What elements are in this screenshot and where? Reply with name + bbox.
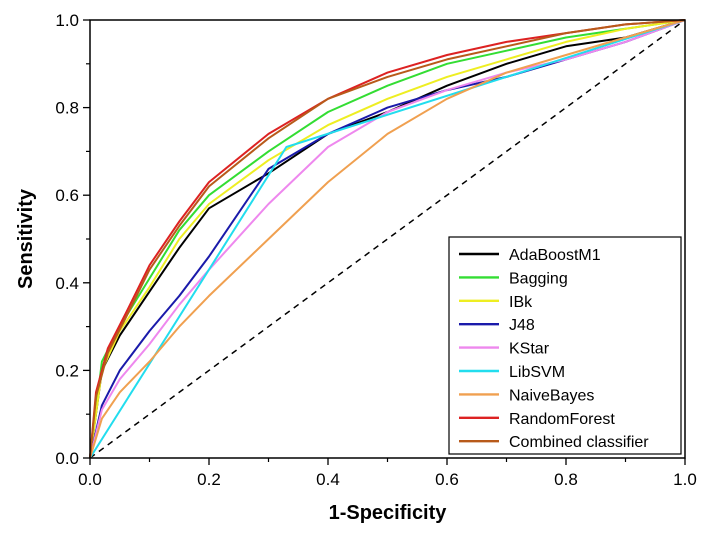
x-tick-label: 1.0 bbox=[673, 470, 697, 489]
legend: AdaBoostM1 Bagging IBk J48 KStar LibSVM NaiveB… bbox=[448, 236, 682, 455]
y-tick-label: 0.8 bbox=[55, 99, 79, 118]
legend-label-naivebayes: NaiveBayes bbox=[509, 387, 594, 404]
legend-label-combined-classifier: Combined classifier bbox=[509, 434, 649, 451]
y-axis-title: Sensitivity bbox=[15, 188, 37, 289]
legend-label-kstar: KStar bbox=[509, 341, 550, 358]
y-tick-label: 1.0 bbox=[55, 11, 79, 30]
y-tick-label: 0.6 bbox=[55, 186, 79, 205]
y-tick-label: 0.0 bbox=[55, 449, 79, 468]
x-tick-label: 0.2 bbox=[197, 470, 221, 489]
y-tick-label: 0.4 bbox=[55, 274, 79, 293]
legend-label-libsvm: LibSVM bbox=[509, 364, 565, 381]
series-line-randomforest bbox=[89, 19, 686, 459]
x-tick-label: 0.8 bbox=[554, 470, 578, 489]
legend-label-ibk: IBk bbox=[509, 294, 533, 311]
axes-layer: 0.0 0.2 0.4 0.6 0.8 1.0 0.0 0.2 0.4 0.6 0.8 1.0 bbox=[55, 11, 696, 489]
reference-layer bbox=[89, 19, 686, 459]
legend-label-randomforest: RandomForest bbox=[509, 411, 615, 428]
x-axis-title: 1-Specificity bbox=[329, 502, 448, 524]
y-tick-label: 0.2 bbox=[55, 361, 79, 380]
x-tick-label: 0.0 bbox=[78, 470, 102, 489]
legend-label-j48: J48 bbox=[509, 317, 535, 334]
x-tick-label: 0.4 bbox=[316, 470, 340, 489]
x-tick-label: 0.6 bbox=[435, 470, 459, 489]
series-line-naivebayes bbox=[89, 19, 686, 459]
series-line-combined-classifier bbox=[89, 19, 686, 459]
legend-label-bagging: Bagging bbox=[509, 270, 568, 287]
series-line-adaboostm1 bbox=[89, 19, 686, 459]
legend-label-adaboostm1: AdaBoostM1 bbox=[509, 247, 601, 264]
chance-diagonal-line bbox=[89, 19, 686, 459]
series-layer bbox=[89, 19, 686, 459]
